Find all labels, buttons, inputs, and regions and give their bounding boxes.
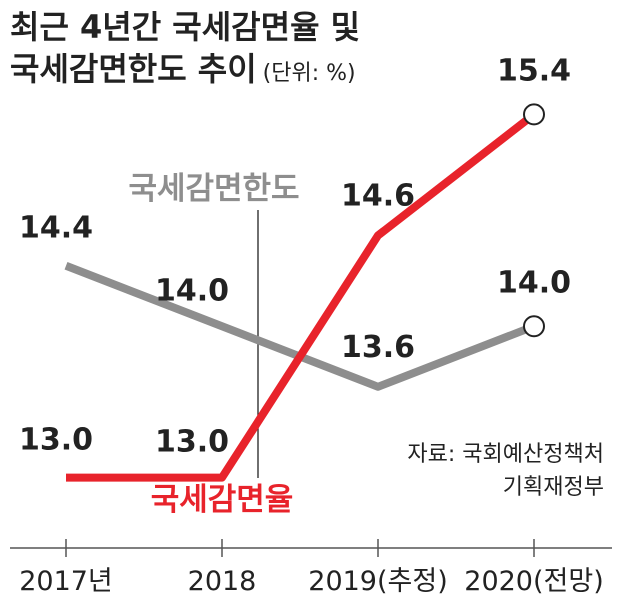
- data-label-rate-0: 13.0: [19, 423, 93, 458]
- series-label-rate: 국세감면율: [151, 482, 294, 518]
- series-layer: 14.4 14.0 13.6 14.0 13.0 13.0 14.6 15.4: [19, 53, 571, 482]
- x-tick-label-1: 2018: [188, 566, 257, 597]
- source-line1: 자료: 국회예산정책처: [407, 442, 604, 467]
- data-label-rate-3: 15.4: [497, 53, 571, 88]
- series-endpoint-rate: [523, 103, 545, 126]
- series-endpoint-limit: [523, 315, 545, 338]
- data-label-limit-1: 14.0: [155, 273, 229, 308]
- x-axis-ticks: 2017년 2018 2019(추정) 2020(전망): [19, 539, 604, 597]
- chart-title-line2: 국세감면한도 추이 (단위: %): [10, 50, 356, 88]
- data-label-limit-3: 14.0: [497, 265, 571, 300]
- data-label-rate-2: 14.6: [341, 178, 415, 213]
- source-line2: 기획재정부: [503, 475, 604, 500]
- chart-title-line1: 최근 4년간 국세감면율 및: [10, 8, 360, 46]
- data-label-rate-1: 13.0: [155, 425, 229, 460]
- chart-title-unit: (단위: %): [263, 61, 356, 86]
- chart-title-main: 국세감면한도 추이: [10, 50, 257, 88]
- series-label-limit: 국세감면한도: [128, 171, 299, 207]
- x-tick-label-3: 2020(전망): [464, 566, 603, 597]
- series-line-rate: [66, 111, 537, 482]
- data-label-limit-2: 13.6: [341, 330, 415, 365]
- x-tick-label-0: 2017년: [19, 566, 113, 597]
- x-tick-label-2: 2019(추정): [308, 566, 447, 597]
- series-line-limit: [64, 262, 536, 391]
- data-label-limit-0: 14.4: [19, 211, 93, 246]
